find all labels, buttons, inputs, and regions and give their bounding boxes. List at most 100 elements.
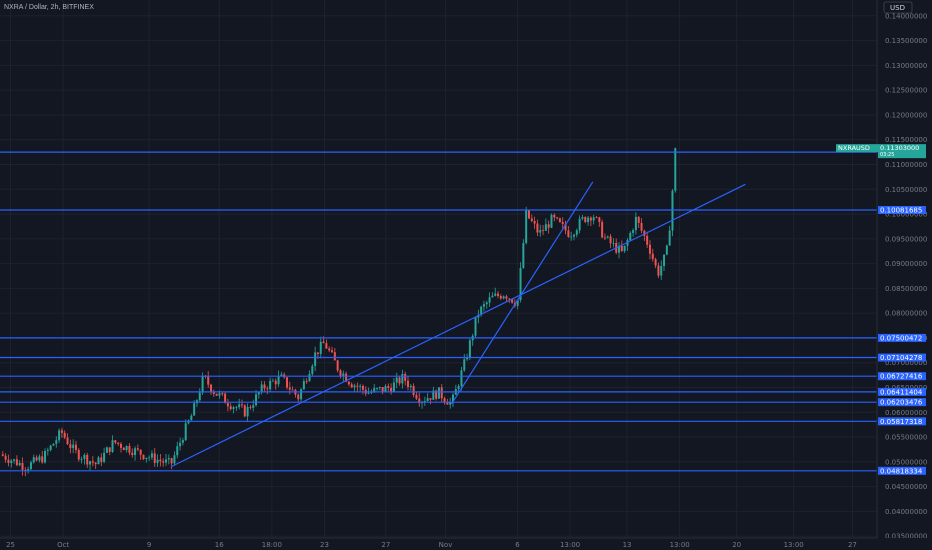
candle-body [556,217,559,219]
candle-body [342,373,345,376]
candle-body [570,236,573,238]
candle-body [100,457,103,462]
candle-body [302,381,305,390]
candle-body [44,451,47,463]
y-tick-label: 0.06000000 [885,409,927,417]
candle-body [148,457,151,459]
trendline [170,183,746,468]
candle-body [542,230,545,231]
candle-body [15,459,18,466]
candle-body [398,377,401,384]
candle-body [201,376,204,393]
candle-body [640,222,643,231]
candle-body [581,217,584,219]
y-tick-label: 0.04500000 [885,483,927,491]
y-tick-label: 0.08500000 [885,285,927,293]
candle-body [491,295,494,298]
level-label-text: 0.07500472 [880,334,922,342]
candle-body [401,373,404,384]
candle-body [620,245,623,252]
candle-body [55,440,58,444]
horizontal-levels[interactable] [0,151,877,472]
candle-body [271,380,274,382]
candle-body [145,457,148,460]
level-label-badge [878,333,926,342]
candle-body [277,375,280,385]
x-tick-label: 13:00 [560,541,580,549]
level-label-text: 0.04818334 [880,467,923,475]
candle-body [13,459,16,461]
candle-body [488,297,491,303]
current-price-badge [878,144,926,159]
x-tick-label: 13 [623,541,632,549]
candle-body [499,296,502,299]
candle-body [356,385,359,387]
candle-body [381,387,384,392]
candle-body [497,293,500,297]
currency-button[interactable] [883,1,913,14]
candle-body [77,450,80,460]
candle-body [246,406,249,417]
time-axis-bg[interactable] [0,538,932,550]
candle-body [485,302,488,305]
candle-body [482,304,485,307]
candle-body [654,259,657,266]
candle-body [252,405,255,408]
candle-body [91,461,94,463]
candle-body [603,237,606,239]
candle-body [367,392,370,394]
candle-body [176,446,179,456]
candle-body [665,245,668,255]
level-label-text: 0.06727416 [880,373,923,381]
candle-body [193,403,196,416]
y-tick-label: 0.12500000 [885,87,927,95]
time-axis-ticks: 25 Oct 9 16 18:00 23 27 Nov 6 13:00 13 13:00 20 13:00… [6,541,857,549]
candle-body [63,432,66,438]
grid-vertical [10,0,853,538]
candle-body [561,222,564,224]
candle-body [567,230,570,237]
candle-body [229,406,232,410]
y-tick-label: 0.13500000 [885,37,927,45]
x-tick-label: 23 [320,541,329,549]
candle-body [525,209,528,244]
current-price-countdown: 03:25 [880,152,894,158]
price-axis-bg[interactable] [877,0,932,538]
candle-body [387,386,390,388]
candle-body [511,298,514,303]
candle-body [103,452,106,462]
candle-body [232,407,235,410]
candle-body [300,389,303,400]
candle-body [373,388,376,392]
candle-body [339,370,342,376]
candle-body [83,454,86,459]
candle-body [10,460,13,463]
candle-body [89,461,92,465]
candle-body [384,386,387,392]
y-tick-label: 0.05500000 [885,434,927,442]
x-tick-label: 25 [6,541,15,549]
level-label-badge [878,353,926,362]
candle-body [432,390,435,400]
candle-body [266,388,269,390]
level-label-text: 0.10081685 [880,207,922,215]
candle-body [336,360,339,371]
candle-body [463,359,466,371]
candle-body [305,381,308,382]
candle-body [198,392,201,401]
candle-body [66,437,69,445]
level-label-text: 0.05817318 [880,418,922,426]
candle-body [623,245,626,252]
level-label-badge [878,466,926,475]
candle-body [457,386,460,389]
candle-body [437,387,440,399]
candle-body [668,230,671,246]
candle-body [331,350,334,353]
candle-body [333,352,336,361]
candle-body [243,405,246,417]
candle-body [572,234,575,237]
candles [1,147,677,477]
candle-body [311,365,314,374]
trendlines[interactable] [170,181,746,468]
